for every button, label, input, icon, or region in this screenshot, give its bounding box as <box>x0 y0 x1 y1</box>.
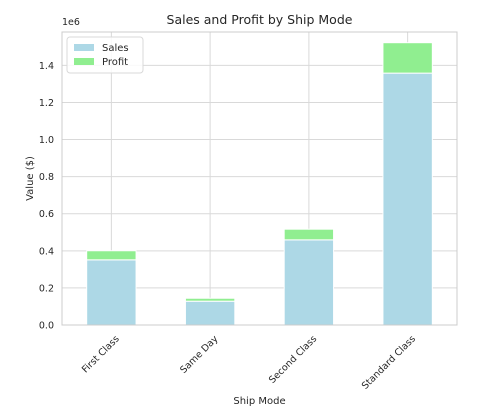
chart-title: Sales and Profit by Ship Mode <box>167 12 353 27</box>
legend-label-profit: Profit <box>102 57 128 68</box>
bar-sales-same-day <box>184 300 236 326</box>
y-tick-label: 0.6 <box>39 209 54 220</box>
legend: Sales Profit <box>66 36 144 74</box>
bar-profit-first-class <box>86 250 137 261</box>
y-tick-label: 1.0 <box>39 135 54 146</box>
bar-profit-standard-class <box>382 42 433 74</box>
y-tick-label: 0.4 <box>39 246 54 257</box>
plot-frame <box>61 31 458 326</box>
bars <box>86 42 433 326</box>
legend-label-sales: Sales <box>102 43 129 54</box>
x-axis-label: Ship Mode <box>233 396 285 407</box>
legend-swatch-sales <box>74 44 94 51</box>
bar-profit-same-day <box>184 297 236 302</box>
y-tick-label: 0.8 <box>39 172 54 183</box>
legend-swatch-profit <box>74 58 94 65</box>
y-axis-label: Value ($) <box>25 156 36 201</box>
y-tick-label: 0.2 <box>39 283 54 294</box>
y-tick-label: 1.4 <box>39 61 54 72</box>
bar-sales-second-class <box>283 239 335 326</box>
y-tick-label: 0.0 <box>39 321 54 332</box>
bar-sales-standard-class <box>382 72 433 326</box>
bar-sales-first-class <box>86 259 137 326</box>
bar-profit-second-class <box>283 228 335 241</box>
y-axis-offset-label: 1e6 <box>62 17 80 28</box>
y-tick-label: 1.2 <box>39 98 54 109</box>
